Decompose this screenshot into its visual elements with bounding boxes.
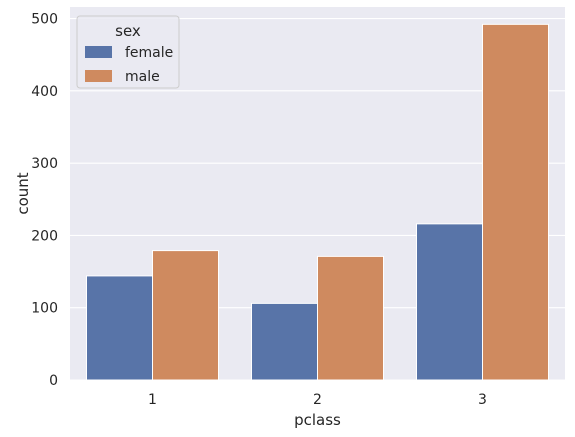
- bar-male-2: [317, 255, 384, 381]
- y-tick-label: 500: [31, 12, 58, 28]
- x-axis-ticks: 1 2 3: [148, 392, 487, 408]
- y-tick-label: 100: [31, 301, 58, 317]
- bar-female-3: [416, 223, 483, 381]
- bar-male-1: [152, 250, 219, 381]
- bar-female-1: [86, 275, 153, 381]
- legend: sex female male: [76, 15, 180, 89]
- y-tick-label: 200: [31, 228, 58, 244]
- bar-male-3: [482, 23, 549, 381]
- y-tick-label: 300: [31, 156, 58, 172]
- bar-female-2: [251, 302, 318, 381]
- x-tick-label: 1: [148, 392, 157, 408]
- y-tick-label: 0: [49, 373, 58, 389]
- legend-swatch-male: [85, 70, 112, 82]
- legend-title: sex: [115, 22, 141, 40]
- x-tick-label: 3: [478, 392, 487, 408]
- y-axis-label: count: [14, 172, 32, 214]
- legend-label-female: female: [125, 45, 173, 61]
- bars: [86, 23, 549, 381]
- y-axis-ticks: 0 100 200 300 400 500: [31, 12, 58, 389]
- x-axis-label: pclass: [294, 411, 341, 429]
- legend-label-male: male: [125, 69, 160, 85]
- legend-swatch-female: [85, 46, 112, 58]
- x-tick-label: 2: [313, 392, 322, 408]
- y-tick-label: 400: [31, 84, 58, 100]
